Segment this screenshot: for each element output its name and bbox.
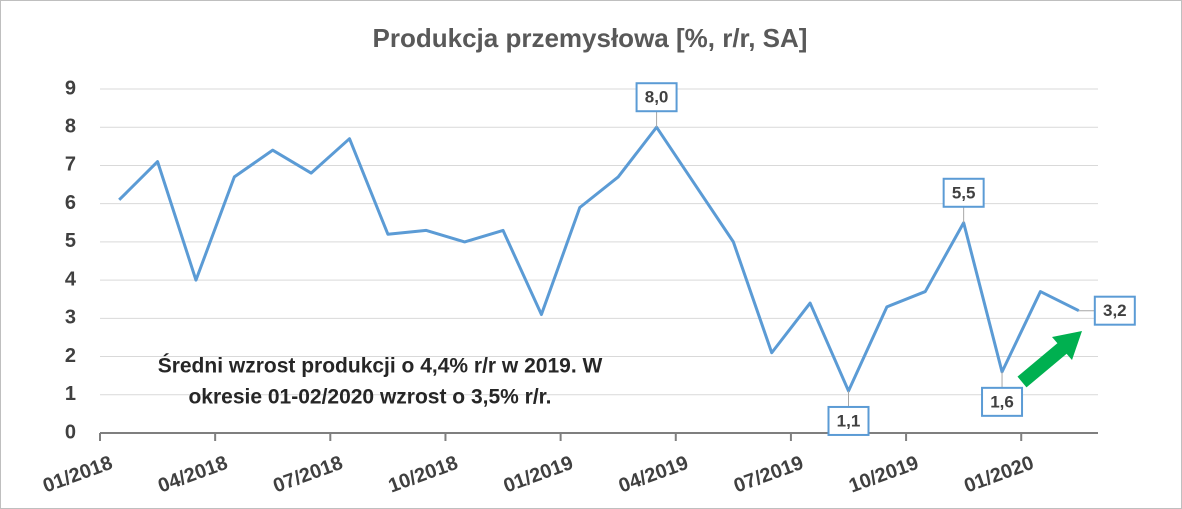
y-tick-label: 5 (65, 230, 76, 252)
label-box (827, 405, 870, 436)
data-label: 5,5 (952, 183, 976, 202)
label-box (1093, 295, 1136, 326)
y-tick-label: 2 (65, 345, 76, 367)
y-tick-label: 7 (65, 154, 76, 176)
y-tick-label: 3 (65, 307, 76, 329)
label-box (981, 386, 1024, 417)
y-tick-label: 6 (65, 192, 76, 214)
y-tick-label: 4 (65, 268, 77, 290)
arrow-head (1052, 331, 1082, 360)
data-label: 3,2 (1103, 301, 1127, 320)
label-box (942, 177, 985, 208)
annotation: okresie 01-02/2020 wzrost o 3,5% r/r. (188, 386, 551, 409)
arrow-shaft (1017, 340, 1070, 388)
y-tick-label: 8 (65, 116, 76, 138)
label-box (635, 82, 678, 113)
data-label: 1,6 (990, 392, 1014, 411)
data-label: 1,1 (837, 411, 861, 430)
trend-arrow (1017, 331, 1082, 388)
chart-title: Produkcja przemysłowa [%, r/r, SA] (373, 23, 808, 53)
y-tick-label: 1 (65, 383, 76, 405)
annotation: Średni wzrost produkcji o 4,4% r/r w 201… (158, 354, 603, 378)
line (118, 125, 1080, 393)
y-tick-label: 9 (65, 77, 76, 99)
y-tick-label: 0 (65, 421, 76, 443)
data-label: 8,0 (645, 88, 669, 107)
